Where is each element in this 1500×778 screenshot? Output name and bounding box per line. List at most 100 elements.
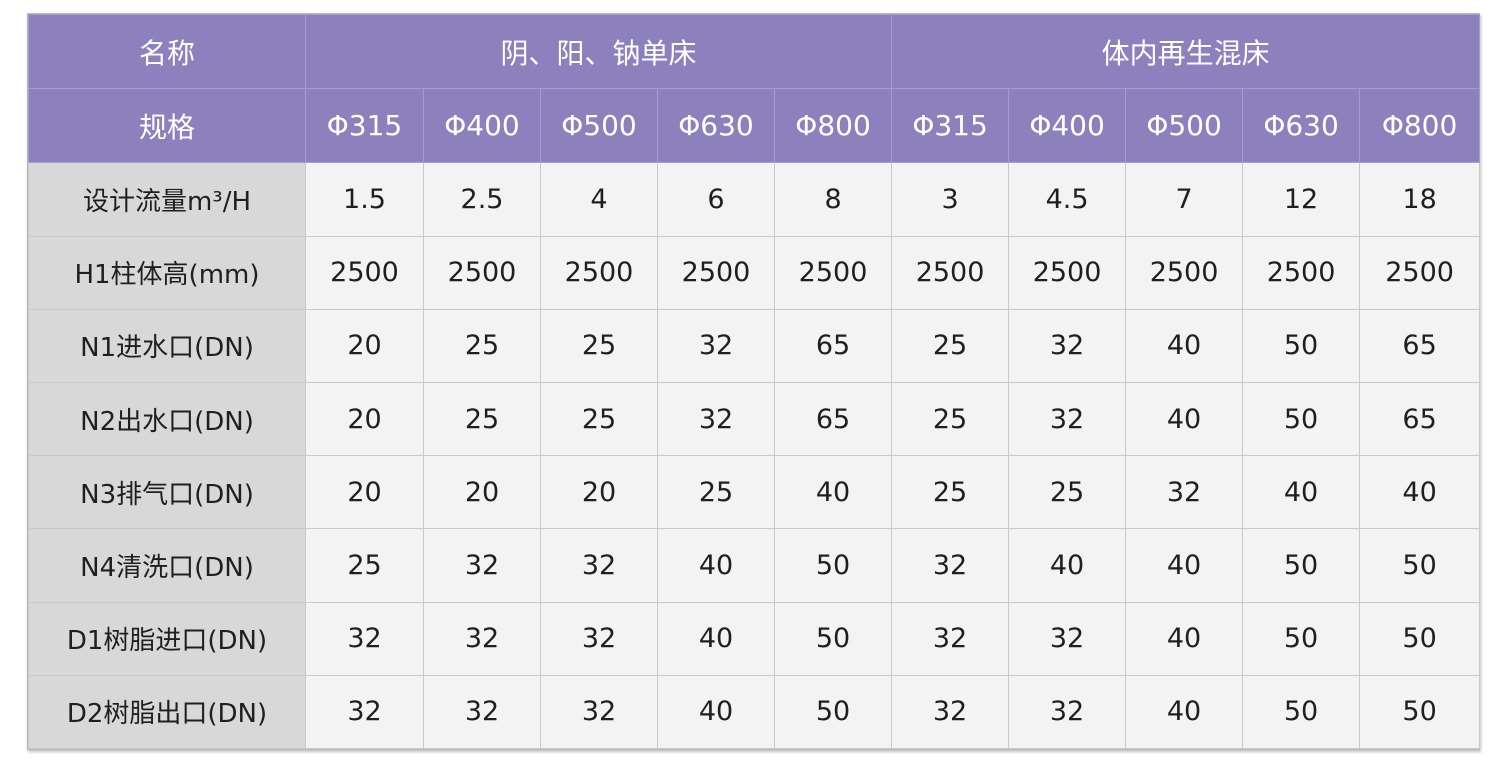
table-cell: 32 — [423, 528, 541, 603]
table-cell: 2500 — [423, 235, 541, 310]
header-size-cell: Φ800 — [773, 88, 893, 164]
header-row-name: 名称 阴、阳、钠单床 体内再生混床 — [28, 13, 1481, 90]
table-cell: 2500 — [891, 235, 1010, 310]
table-cell: 32 — [305, 601, 424, 676]
table-cell: 4.5 — [1008, 162, 1127, 237]
table-cell: 65 — [773, 308, 893, 383]
table-cell: 20 — [305, 308, 424, 383]
table-cell: 2500 — [1008, 235, 1127, 310]
table-cell: 40 — [1359, 455, 1481, 530]
table-cell: 32 — [891, 674, 1010, 750]
header-size-cell: Φ315 — [891, 88, 1010, 164]
table-cell: 50 — [1242, 381, 1361, 457]
header-size-cell: Φ400 — [1008, 88, 1127, 164]
table-cell: 25 — [891, 308, 1010, 383]
table-row: H1柱体高(mm) 2500 2500 2500 2500 2500 2500 2500 250… — [28, 235, 1481, 310]
table-row: N4清洗口(DN) 25 32 32 40 50 32 40 40 50 50 — [28, 528, 1481, 603]
table-cell: 25 — [540, 308, 658, 383]
row-label: D2树脂出口(DN) — [28, 674, 306, 750]
table-cell: 65 — [1359, 381, 1481, 457]
table-cell: 40 — [1008, 528, 1127, 603]
table-cell: 32 — [657, 381, 775, 457]
table-row: D1树脂进口(DN) 32 32 32 40 50 32 32 40 50 50 — [28, 601, 1481, 676]
table-row: N3排气口(DN) 20 20 20 25 40 25 25 32 40 40 — [28, 455, 1481, 530]
header-size-cell: Φ800 — [1359, 88, 1481, 164]
header-row-spec: 规格 Φ315 Φ400 Φ500 Φ630 Φ800 Φ315 Φ400 Φ500 Φ630 Φ… — [28, 88, 1481, 164]
table-cell: 32 — [891, 528, 1010, 603]
table-cell: 2500 — [1359, 235, 1481, 310]
table-cell: 32 — [891, 601, 1010, 676]
row-label: 设计流量m³/H — [28, 162, 306, 237]
header-group-mixed-bed: 体内再生混床 — [891, 13, 1481, 90]
table-cell: 4 — [540, 162, 658, 237]
table-cell: 50 — [1242, 528, 1361, 603]
table-cell: 18 — [1359, 162, 1481, 237]
header-size-cell: Φ500 — [1125, 88, 1244, 164]
table-cell: 40 — [657, 601, 775, 676]
table-cell: 40 — [657, 674, 775, 750]
table-cell: 25 — [891, 455, 1010, 530]
table-cell: 50 — [1242, 308, 1361, 383]
table-cell: 25 — [540, 381, 658, 457]
table-cell: 32 — [540, 601, 658, 676]
table-cell: 25 — [1008, 455, 1127, 530]
header-name-cell: 名称 — [28, 13, 306, 90]
row-label: N2出水口(DN) — [28, 381, 306, 457]
table-cell: 2.5 — [423, 162, 541, 237]
table-cell: 25 — [423, 381, 541, 457]
header-spec-cell: 规格 — [28, 88, 306, 164]
table-cell: 65 — [1359, 308, 1481, 383]
spec-table-frame: 名称 阴、阳、钠单床 体内再生混床 规格 Φ315 Φ400 Φ500 Φ630 Φ80… — [27, 13, 1481, 750]
table-row: 设计流量m³/H 1.5 2.5 4 6 8 3 4.5 7 12 18 — [28, 162, 1481, 237]
spec-table: 名称 阴、阳、钠单床 体内再生混床 规格 Φ315 Φ400 Φ500 Φ630 Φ80… — [28, 13, 1481, 750]
header-size-cell: Φ315 — [305, 88, 424, 164]
table-cell: 25 — [657, 455, 775, 530]
table-cell: 20 — [305, 381, 424, 457]
table-cell: 32 — [1008, 601, 1127, 676]
table-row: D2树脂出口(DN) 32 32 32 40 50 32 32 40 50 50 — [28, 674, 1481, 750]
table-cell: 2500 — [773, 235, 893, 310]
table-cell: 40 — [1125, 601, 1244, 676]
table-cell: 50 — [773, 601, 893, 676]
table-cell: 50 — [1359, 601, 1481, 676]
table-cell: 32 — [1125, 455, 1244, 530]
table-cell: 2500 — [1242, 235, 1361, 310]
table-cell: 40 — [1125, 674, 1244, 750]
table-cell: 40 — [1125, 308, 1244, 383]
table-cell: 50 — [773, 528, 893, 603]
table-cell: 40 — [1125, 381, 1244, 457]
table-cell: 50 — [1359, 674, 1481, 750]
table-cell: 32 — [1008, 674, 1127, 750]
row-label: H1柱体高(mm) — [28, 235, 306, 310]
table-cell: 25 — [891, 381, 1010, 457]
table-row: N1进水口(DN) 20 25 25 32 65 25 32 40 50 65 — [28, 308, 1481, 383]
row-label: D1树脂进口(DN) — [28, 601, 306, 676]
table-cell: 2500 — [1125, 235, 1244, 310]
table-cell: 50 — [1359, 528, 1481, 603]
table-cell: 32 — [423, 601, 541, 676]
header-group-single-bed: 阴、阳、钠单床 — [304, 13, 893, 90]
table-cell: 32 — [657, 308, 775, 383]
table-cell: 65 — [773, 381, 893, 457]
table-cell: 25 — [305, 528, 424, 603]
row-label: N4清洗口(DN) — [28, 528, 306, 603]
row-label: N1进水口(DN) — [28, 308, 306, 383]
table-cell: 40 — [1242, 455, 1361, 530]
table-cell: 2500 — [657, 235, 775, 310]
header-size-cell: Φ400 — [423, 88, 541, 164]
table-cell: 2500 — [305, 235, 424, 310]
table-cell: 32 — [305, 674, 424, 750]
table-cell: 6 — [657, 162, 775, 237]
table-cell: 25 — [423, 308, 541, 383]
table-cell: 32 — [423, 674, 541, 750]
table-cell: 40 — [773, 455, 893, 530]
table-cell: 50 — [773, 674, 893, 750]
table-cell: 8 — [773, 162, 893, 237]
table-cell: 32 — [1008, 308, 1127, 383]
table-row: N2出水口(DN) 20 25 25 32 65 25 32 40 50 65 — [28, 381, 1481, 457]
header-size-cell: Φ500 — [540, 88, 658, 164]
table-cell: 32 — [540, 528, 658, 603]
table-cell: 32 — [1008, 381, 1127, 457]
table-cell: 1.5 — [305, 162, 424, 237]
table-cell: 40 — [1125, 528, 1244, 603]
